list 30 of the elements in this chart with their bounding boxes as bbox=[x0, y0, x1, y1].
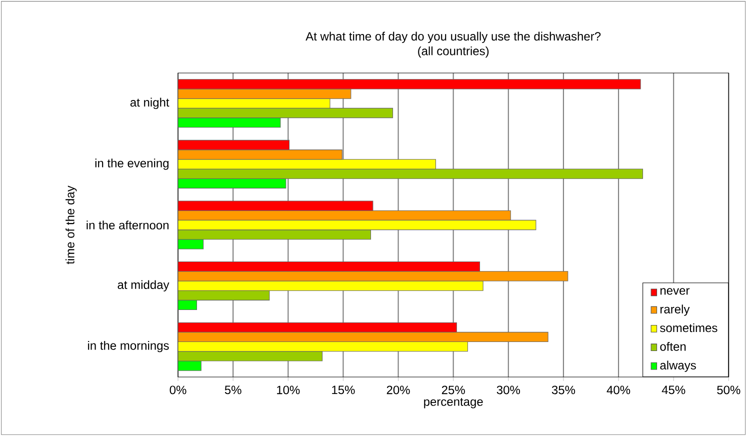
bar bbox=[178, 178, 286, 188]
y-tick-label: in the afternoon bbox=[86, 220, 168, 230]
x-tick-label: 30% bbox=[496, 386, 520, 394]
x-tick-label: 15% bbox=[332, 386, 355, 394]
x-tick-label: 25% bbox=[442, 386, 465, 394]
bar bbox=[178, 300, 197, 310]
y-tick-label: in the mornings bbox=[88, 340, 169, 352]
chart-title: At what time of day do you usually use the dishwasher? bbox=[306, 32, 601, 43]
x-tick-label: 20% bbox=[386, 386, 410, 394]
x-tick-label: 10% bbox=[277, 386, 300, 394]
y-axis-title: time of the day bbox=[66, 186, 77, 264]
y-tick-label: in the evening bbox=[95, 158, 168, 170]
legend-label: often bbox=[660, 342, 686, 351]
x-tick-label: 45% bbox=[662, 386, 686, 394]
bar bbox=[178, 360, 202, 371]
legend-label: rarely bbox=[660, 304, 690, 316]
bar bbox=[178, 239, 204, 250]
x-tick-label: 5% bbox=[224, 386, 242, 394]
y-tick-label: at night bbox=[130, 98, 170, 109]
chart-subtitle: (all countries) bbox=[418, 46, 489, 58]
y-tick-label: at midday bbox=[118, 280, 170, 292]
legend-label: always bbox=[660, 360, 696, 372]
x-tick-label: 40% bbox=[606, 386, 630, 394]
x-tick-label: 0% bbox=[170, 386, 186, 394]
legend-label: never bbox=[660, 288, 690, 295]
legend-label: sometimes bbox=[660, 323, 718, 332]
x-tick-label: 35% bbox=[552, 386, 576, 394]
x-axis-title: percentage bbox=[424, 398, 483, 408]
bar bbox=[178, 118, 281, 128]
x-tick-label: 50% bbox=[717, 386, 740, 394]
